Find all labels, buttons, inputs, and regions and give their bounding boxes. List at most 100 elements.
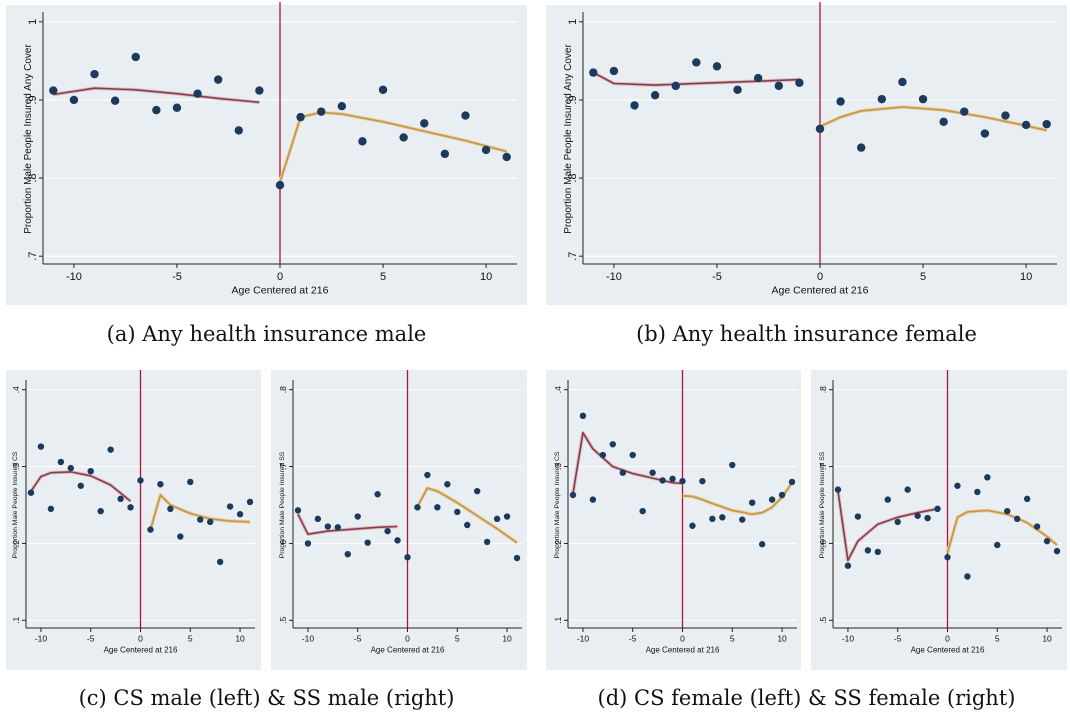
y-tick-label-c1-0: .1 xyxy=(11,616,21,623)
data-point-b-21 xyxy=(1021,120,1031,130)
x-axis-label-c1: Age Centered at 216 xyxy=(104,646,178,655)
data-point-b-13 xyxy=(857,143,866,152)
data-point-d1-2 xyxy=(589,496,597,503)
fit-left-line-d1 xyxy=(572,431,683,494)
data-point-d2-19 xyxy=(1023,495,1031,503)
data-point-b-10 xyxy=(795,78,804,87)
y-tick-label-c2-0: .5 xyxy=(278,616,288,623)
x-tick-label-b-1: -5 xyxy=(712,271,722,283)
caption-a: (a) Any health insurance male xyxy=(106,322,427,346)
data-point-b-22 xyxy=(1042,119,1051,129)
y-tick-label-c1-1: .2 xyxy=(11,540,21,547)
data-point-b-1 xyxy=(609,66,619,76)
data-point-c2-22 xyxy=(513,554,521,562)
data-point-a-11 xyxy=(275,180,285,190)
data-point-a-13 xyxy=(317,107,326,116)
data-point-c1-19 xyxy=(216,558,224,566)
data-point-c2-21 xyxy=(503,513,511,520)
data-point-c2-12 xyxy=(414,504,421,511)
data-point-b-19 xyxy=(980,129,990,138)
data-point-a-14 xyxy=(337,101,347,111)
data-point-c1-20 xyxy=(226,503,234,510)
x-axis-label-a: Age Centered at 216 xyxy=(232,285,329,297)
data-point-c1-11 xyxy=(137,477,144,484)
chart-b: .7 .8 .9 1 -10 -5 0 5 10 Age Centered at 216 Propo… xyxy=(563,2,1057,297)
data-point-c2-17 xyxy=(464,521,471,529)
x-tick-label-d1-1: -5 xyxy=(629,634,637,644)
data-point-d2-13 xyxy=(964,573,971,580)
data-point-b-2 xyxy=(630,101,639,110)
x-tick-label-a-3: 5 xyxy=(380,271,386,283)
data-point-d1-16 xyxy=(729,461,736,469)
chart-a: .7 .8 .9 1 -10 -5 0 5 10 Age Centered at 216 Propo… xyxy=(23,2,517,297)
data-point-c2-3 xyxy=(324,523,332,530)
fit-right-line-c1 xyxy=(149,494,251,530)
x-tick-label-c1-1: -5 xyxy=(87,634,95,644)
data-point-d1-15 xyxy=(719,514,726,521)
data-point-b-18 xyxy=(960,107,969,116)
data-point-a-0 xyxy=(49,86,58,95)
data-point-c2-4 xyxy=(334,524,342,531)
data-point-a-18 xyxy=(420,119,429,128)
fit-left-line-c1 xyxy=(30,471,132,502)
x-tick-label-a-1: -5 xyxy=(172,271,182,283)
data-point-c2-18 xyxy=(473,487,481,495)
data-point-d1-10 xyxy=(669,475,676,483)
data-point-c1-6 xyxy=(87,467,94,475)
data-point-d2-22 xyxy=(1053,547,1061,555)
data-point-c2-11 xyxy=(404,554,411,561)
x-tick-label-d1-3: 5 xyxy=(730,634,735,644)
data-point-c1-8 xyxy=(107,446,114,453)
y-tick-label-b-3: 1 xyxy=(567,19,579,25)
data-point-d2-7 xyxy=(904,486,911,493)
x-tick-label-b-2: 0 xyxy=(817,271,823,283)
data-point-b-16 xyxy=(918,94,928,104)
y-tick-label-b-0: .7 xyxy=(567,252,579,261)
data-point-d2-2 xyxy=(854,513,862,520)
data-point-d2-12 xyxy=(954,482,961,489)
data-point-c1-3 xyxy=(57,458,65,466)
data-point-a-3 xyxy=(110,96,120,105)
data-point-c2-20 xyxy=(493,515,501,523)
data-point-d1-13 xyxy=(699,477,706,485)
y-tick-label-c2-3: .8 xyxy=(278,386,288,393)
y-axis-label-b: Proportion Male People Insured Any Cover xyxy=(563,44,574,234)
data-point-d2-11 xyxy=(944,554,951,561)
chart-d2: .5 .6 .7 .8 -10 -5 0 5 10 Age Centered at 216 Prop… xyxy=(818,370,1062,655)
data-point-c1-9 xyxy=(117,495,124,503)
fit-left-line-c2 xyxy=(297,513,398,535)
data-point-c1-4 xyxy=(67,464,75,472)
data-point-a-10 xyxy=(255,86,264,95)
data-point-d1-22 xyxy=(788,478,796,486)
data-point-d2-9 xyxy=(924,514,931,522)
x-tick-label-d2-2: 0 xyxy=(945,634,950,644)
fit-left-line-b xyxy=(592,71,800,86)
x-tick-label-d2-4: 10 xyxy=(1042,634,1052,644)
data-point-b-3 xyxy=(650,91,660,100)
x-tick-label-c1-0: -10 xyxy=(35,634,48,644)
data-point-a-7 xyxy=(193,89,202,98)
data-point-d1-17 xyxy=(739,516,746,523)
data-point-d1-14 xyxy=(709,515,716,523)
x-tick-label-c2-1: -5 xyxy=(354,634,362,644)
data-point-c2-9 xyxy=(384,527,391,535)
y-tick-label-b-1: .8 xyxy=(567,173,579,182)
x-tick-label-c1-4: 10 xyxy=(235,634,245,644)
x-tick-label-b-3: 5 xyxy=(920,271,926,283)
fit-left-halo-c2 xyxy=(296,513,398,536)
data-point-a-16 xyxy=(378,85,388,94)
data-point-c2-14 xyxy=(434,504,441,511)
data-point-a-2 xyxy=(90,69,99,79)
data-point-d2-4 xyxy=(874,548,882,556)
x-tick-label-d1-2: 0 xyxy=(680,634,685,644)
data-point-c1-17 xyxy=(197,516,204,523)
data-point-d1-11 xyxy=(679,477,686,485)
data-point-c2-16 xyxy=(454,508,461,516)
data-point-c1-21 xyxy=(236,511,244,518)
y-axis-label-d2: Proportion Male People Insured SS xyxy=(819,451,826,558)
data-point-a-21 xyxy=(481,145,491,155)
data-point-c2-0 xyxy=(294,507,302,514)
caption-b: (b) Any health insurance female xyxy=(636,322,977,346)
data-point-c1-5 xyxy=(77,482,84,489)
